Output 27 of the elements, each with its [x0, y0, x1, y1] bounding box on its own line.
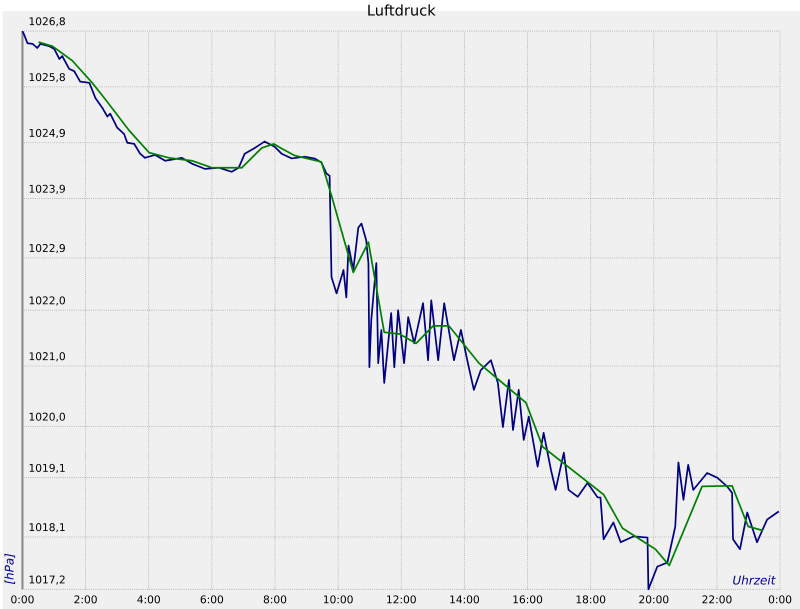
chart-title: Luftdruck — [368, 4, 436, 16]
y-tick-label: 1022,9 — [30, 244, 65, 254]
x-tick-label: 6:00 — [200, 595, 224, 604]
y-tick-label: 1020,0 — [30, 412, 65, 422]
x-tick-label: 14:00 — [450, 595, 480, 604]
y-tick-label: 1026,8 — [30, 17, 65, 26]
x-tick-label: 20:00 — [639, 595, 668, 604]
x-tick-label: 10:00 — [324, 595, 353, 604]
x-tick-label: 4:00 — [137, 595, 160, 604]
y-tick-label: 1024,9 — [30, 128, 65, 138]
x-tick-label: 22:00 — [702, 595, 732, 604]
y-axis-title: [hPa] — [4, 554, 16, 584]
y-tick-label: 1018,1 — [30, 523, 65, 532]
x-tick-label: 0:00 — [11, 595, 34, 604]
y-tick-label: 1019,1 — [30, 464, 65, 473]
y-tick-label: 1017,2 — [30, 575, 65, 584]
x-tick-label: 12:00 — [387, 595, 416, 604]
y-tick-label: 1022,0 — [30, 296, 65, 306]
y-tick-label: 1025,8 — [30, 72, 65, 82]
x-axis-title: Uhrzeit — [733, 575, 776, 584]
y-tick-label: 1021,0 — [30, 352, 65, 362]
x-tick-label: 8:00 — [264, 595, 286, 604]
x-tick-label: 18:00 — [576, 595, 606, 604]
y-tick-label: 1023,9 — [30, 184, 65, 194]
x-tick-label: 2:00 — [74, 595, 97, 604]
x-tick-label: 0:00 — [768, 595, 792, 604]
x-tick-label: 16:00 — [513, 595, 542, 604]
